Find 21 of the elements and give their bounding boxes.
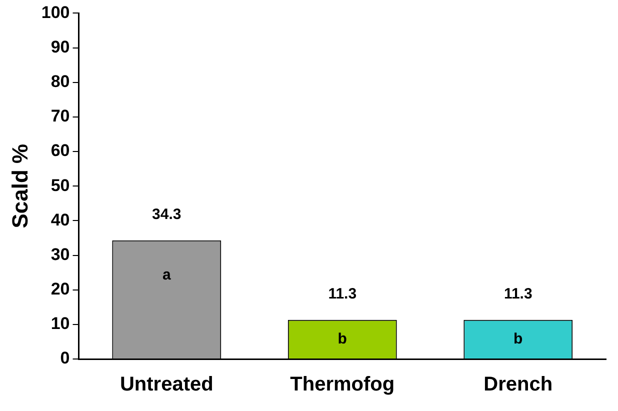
- y-tick-label: 20: [50, 280, 70, 299]
- y-tick-label: 40: [50, 210, 70, 230]
- y-tick-label: 80: [50, 72, 70, 92]
- y-tick-label: 60: [50, 141, 70, 160]
- y-tick-label: 70: [50, 106, 70, 126]
- data-label: 34.3: [152, 206, 182, 224]
- annotation: b: [338, 330, 347, 348]
- x-tick-label: Untreated: [120, 374, 214, 396]
- y-tick-label: 90: [50, 37, 70, 56]
- x-tick-label: Drench: [484, 374, 553, 396]
- y-axis-title: Scald %: [7, 144, 32, 228]
- y-tick-label: 100: [41, 2, 70, 22]
- data-label: 11.3: [504, 286, 532, 303]
- y-tick-label: 0: [60, 348, 70, 368]
- y-tick-label: 10: [50, 314, 70, 334]
- annotation: b: [514, 330, 523, 348]
- annotation: a: [162, 266, 172, 284]
- y-tick-label: 30: [50, 244, 70, 264]
- y-tick-label: 50: [50, 176, 70, 195]
- x-tick-label: Thermofog: [290, 374, 395, 396]
- data-label: 11.3: [328, 286, 357, 303]
